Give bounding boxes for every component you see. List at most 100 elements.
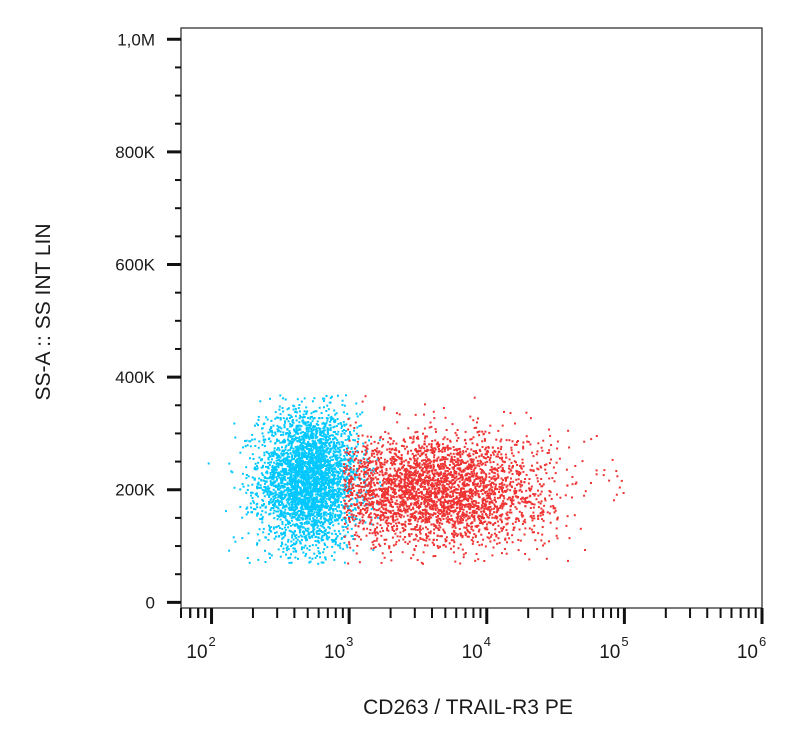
data-point — [369, 459, 372, 462]
data-point — [545, 472, 548, 475]
data-point — [477, 558, 480, 561]
data-point — [316, 508, 319, 511]
data-point — [287, 477, 289, 480]
data-point — [453, 529, 456, 532]
data-point — [434, 526, 437, 529]
data-point — [343, 541, 346, 544]
data-point — [320, 537, 323, 540]
data-point — [311, 415, 314, 418]
data-point — [476, 459, 479, 462]
data-point — [459, 520, 462, 522]
data-point — [292, 516, 295, 519]
data-point — [497, 447, 500, 450]
data-point — [294, 415, 297, 418]
data-point — [539, 493, 542, 496]
data-point — [368, 461, 371, 464]
data-point — [548, 494, 551, 497]
data-point — [329, 464, 332, 467]
data-point — [567, 559, 569, 562]
data-point — [377, 442, 380, 445]
data-point — [296, 494, 299, 497]
data-point — [343, 459, 346, 461]
data-point — [329, 401, 332, 404]
data-point — [259, 400, 262, 403]
data-point — [290, 475, 293, 478]
data-point — [352, 465, 355, 468]
data-point — [434, 504, 437, 507]
data-point — [458, 477, 461, 480]
data-point — [433, 500, 436, 502]
data-point — [334, 456, 337, 459]
data-point — [318, 512, 321, 515]
data-point — [388, 447, 391, 450]
data-point — [279, 418, 282, 421]
data-point — [380, 462, 383, 464]
data-point — [323, 406, 325, 409]
data-point — [328, 486, 330, 489]
data-point — [296, 450, 299, 453]
data-point — [337, 494, 340, 497]
data-point — [305, 504, 308, 506]
data-point — [268, 437, 271, 440]
data-point — [287, 459, 290, 462]
data-point — [370, 494, 373, 497]
data-point — [370, 547, 373, 550]
data-point — [326, 505, 329, 508]
data-point — [295, 454, 298, 457]
data-point — [254, 462, 257, 465]
data-point — [304, 456, 307, 459]
data-point — [294, 494, 297, 497]
data-point — [277, 514, 280, 517]
data-point — [464, 438, 467, 441]
data-point — [295, 429, 298, 432]
data-point — [349, 432, 352, 435]
data-point — [299, 476, 302, 479]
data-point — [510, 446, 513, 449]
data-point — [257, 415, 260, 418]
data-point — [299, 432, 302, 435]
data-point — [304, 554, 307, 557]
data-point — [347, 492, 350, 495]
data-point — [453, 455, 456, 458]
data-point — [261, 521, 264, 524]
data-point — [319, 433, 322, 436]
data-point — [306, 432, 309, 435]
data-point — [545, 463, 548, 466]
data-point — [289, 480, 292, 483]
data-point — [273, 494, 276, 497]
data-point — [471, 442, 474, 445]
data-point — [262, 479, 265, 482]
data-point — [460, 463, 462, 465]
data-point — [481, 543, 483, 546]
data-point — [333, 425, 336, 428]
data-point — [279, 496, 282, 499]
data-point — [370, 519, 373, 522]
data-point — [310, 510, 313, 512]
data-point — [301, 502, 304, 505]
data-point — [417, 444, 420, 447]
data-point — [541, 510, 544, 513]
data-point — [334, 508, 337, 511]
data-point — [431, 470, 434, 473]
data-point — [277, 501, 280, 504]
data-point — [500, 486, 503, 489]
data-point — [329, 429, 332, 432]
data-point — [294, 487, 297, 490]
data-point — [331, 488, 334, 491]
data-point — [326, 469, 329, 472]
data-point — [273, 452, 275, 455]
data-point — [321, 452, 324, 455]
data-point — [422, 551, 425, 554]
data-point — [301, 455, 304, 458]
data-point — [406, 498, 409, 501]
data-point — [426, 472, 429, 475]
data-point — [418, 466, 421, 469]
data-point — [506, 498, 509, 501]
data-point — [265, 486, 268, 489]
data-point — [288, 455, 291, 458]
data-point — [406, 505, 409, 508]
data-point — [427, 458, 429, 461]
data-point — [314, 444, 317, 447]
data-point — [287, 489, 290, 492]
data-point — [263, 495, 266, 498]
